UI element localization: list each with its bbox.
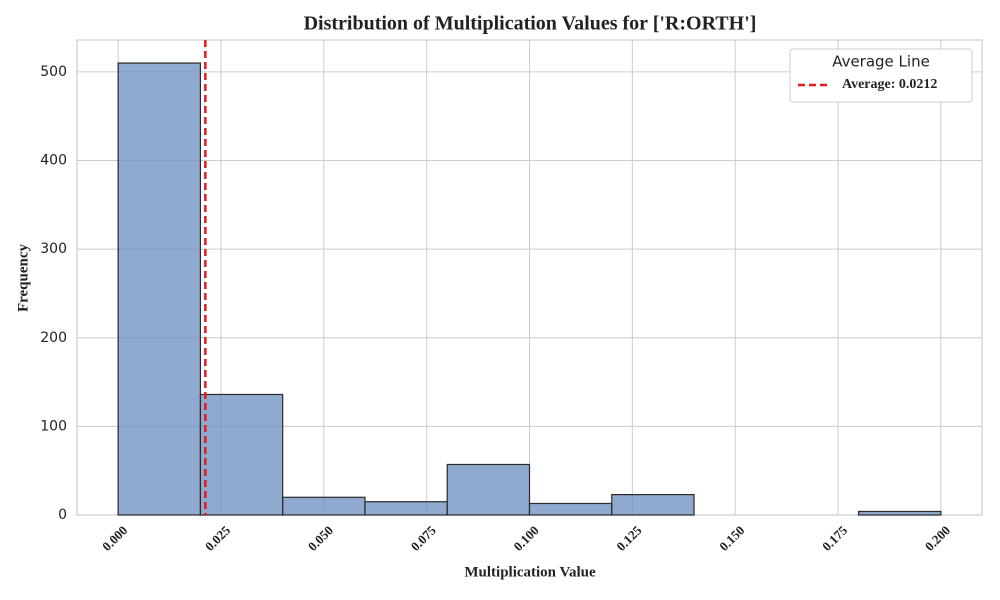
x-tick-label: 0.200 (922, 523, 953, 554)
x-tick-label: 0.000 (99, 523, 130, 554)
y-tick-label: 300 (40, 241, 67, 257)
x-tick-label: 0.125 (613, 522, 645, 554)
x-tick-label: 0.175 (819, 522, 851, 554)
bar (611, 494, 695, 516)
bar (528, 502, 613, 516)
y-tick-label: 0 (58, 507, 67, 523)
y-tick-label: 100 (40, 418, 67, 434)
y-tick-label: 500 (40, 64, 67, 80)
y-axis-label: Frequency (15, 243, 31, 312)
x-tick-label: 0.150 (716, 523, 747, 554)
bar (117, 62, 202, 516)
legend-title: Average Line (832, 53, 930, 71)
x-axis-label: Multiplication Value (464, 564, 596, 580)
bar (282, 496, 366, 516)
x-tick-label: 0.025 (202, 522, 234, 554)
legend-box (789, 48, 973, 103)
bar (857, 510, 942, 516)
y-tick-label: 400 (40, 153, 67, 169)
x-tick-label: 0.075 (408, 522, 440, 554)
bar (446, 463, 531, 516)
y-tick-label: 200 (40, 330, 67, 346)
x-tick-label: 0.050 (305, 523, 336, 554)
bar (199, 393, 284, 516)
x-tick-label: 0.100 (510, 523, 541, 554)
bar (364, 501, 448, 516)
legend-label: Average: 0.0212 (842, 77, 937, 92)
chart-title: Distribution of Multiplication Values fo… (304, 13, 757, 35)
